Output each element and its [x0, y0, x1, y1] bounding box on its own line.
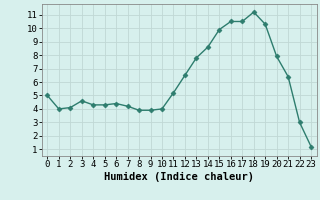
X-axis label: Humidex (Indice chaleur): Humidex (Indice chaleur): [104, 172, 254, 182]
